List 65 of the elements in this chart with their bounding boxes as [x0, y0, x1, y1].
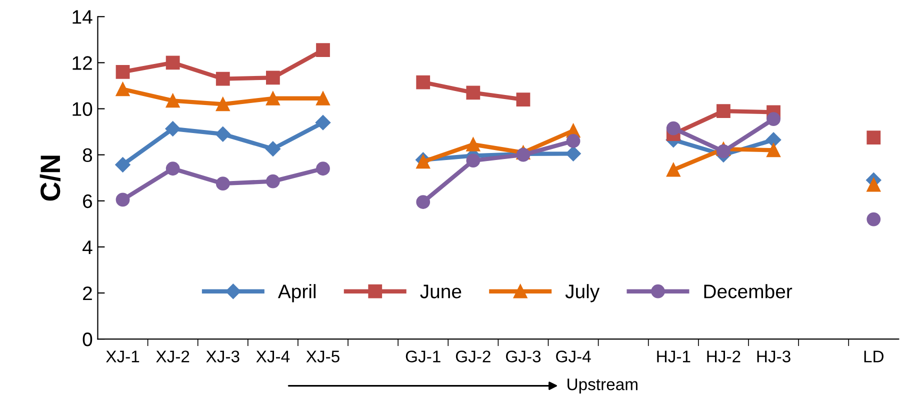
point [316, 91, 330, 106]
y-tick-label: 12 [72, 56, 92, 70]
point [666, 162, 680, 177]
point [716, 104, 730, 118]
point [266, 174, 280, 188]
point [216, 72, 230, 86]
legend-label: December [704, 284, 792, 298]
x-tick-label: XJ-5 [306, 350, 340, 362]
point [215, 126, 230, 142]
point [416, 75, 430, 90]
point [466, 86, 480, 100]
x-tick-label: XJ-1 [106, 350, 140, 362]
legend-label: June [420, 284, 462, 298]
y-tick-label: 2 [83, 286, 92, 300]
point [166, 56, 180, 70]
point [766, 132, 782, 148]
point [516, 92, 530, 106]
x-tick-label: XJ-4 [256, 350, 290, 362]
y-tick-label: 0 [82, 332, 92, 346]
point [866, 130, 881, 144]
point [166, 94, 180, 108]
legend-label: July [565, 284, 600, 302]
point [316, 43, 330, 57]
point [265, 141, 281, 156]
y-tick-label: 14 [72, 10, 92, 24]
point [315, 115, 331, 130]
point [866, 178, 881, 192]
point [216, 176, 230, 191]
point [116, 82, 130, 96]
point [316, 162, 330, 176]
point [116, 64, 130, 79]
point [766, 143, 780, 158]
point [866, 212, 881, 226]
point [666, 121, 680, 136]
point [566, 146, 581, 162]
x-tick-label: GJ-3 [506, 350, 541, 362]
text: Upstream [568, 378, 638, 394]
y-tick-label: 6 [83, 194, 92, 208]
x-tick-label: GJ-2 [456, 350, 490, 362]
y-axis-title: C/N [40, 156, 60, 201]
point [416, 195, 430, 209]
point [216, 97, 230, 112]
x-tick-label: XJ-2 [156, 350, 190, 362]
x-tick-label: LD [864, 350, 884, 362]
point [566, 134, 580, 148]
point [116, 192, 130, 207]
point [766, 112, 780, 126]
point [466, 138, 480, 152]
point [266, 91, 280, 106]
x-tick-label: HJ-3 [757, 350, 790, 362]
y-tick-label: 8 [82, 148, 92, 162]
x-tick-label: XJ-3 [206, 350, 240, 362]
y-tick-label: 4 [82, 240, 92, 254]
point [115, 157, 130, 172]
point [266, 70, 280, 85]
point [166, 162, 180, 176]
x-tick-label: GJ-4 [556, 350, 591, 362]
x-tick-label: GJ-1 [406, 350, 440, 362]
y-tick-label: 10 [72, 102, 92, 116]
point [466, 154, 480, 168]
legend-label: April [278, 284, 316, 302]
x-tick-label: HJ-1 [657, 350, 690, 362]
x-tick-label: HJ-2 [707, 350, 740, 362]
point [165, 121, 180, 136]
point [716, 144, 730, 158]
